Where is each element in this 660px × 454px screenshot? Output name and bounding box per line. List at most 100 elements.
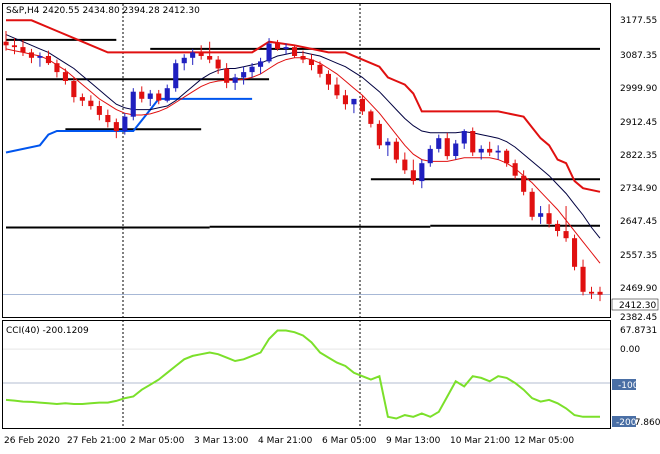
candle-body — [266, 43, 272, 62]
candle-body — [512, 163, 518, 176]
cci-level-tag: -100 — [618, 381, 639, 391]
cci-current-tag: -200 — [616, 418, 637, 428]
price-panel-frame — [2, 3, 611, 318]
candle-body — [563, 231, 569, 239]
candle-body — [54, 63, 60, 73]
candle-body — [487, 148, 493, 153]
candle-body — [62, 72, 68, 81]
candle-body — [555, 223, 561, 231]
candle-body — [419, 163, 425, 182]
candle-body — [28, 52, 34, 58]
candle-body — [334, 84, 340, 96]
price-axis: 3177.55 3087.35 2999.90 2912.45 2822.35 … — [611, 16, 659, 323]
candle-body — [427, 148, 433, 164]
candle-body — [478, 148, 484, 153]
candle-body — [181, 57, 187, 64]
candle-body — [122, 116, 128, 131]
time-label: 4 Mar 21:00 — [258, 436, 313, 446]
price-label: 3087.35 — [620, 51, 657, 61]
candle-body — [249, 66, 255, 73]
candle-body — [37, 56, 43, 58]
cci-level-tag-box — [612, 379, 636, 390]
price-label: 2999.90 — [620, 84, 657, 94]
current-price-tag: 2412.30 — [619, 301, 656, 311]
candle-body — [597, 291, 603, 295]
candle-body — [546, 213, 552, 224]
time-axis: 26 Feb 2020 27 Feb 21:00 2 Mar 05:00 3 M… — [4, 436, 574, 446]
candle-body — [71, 81, 77, 98]
price-label: 3177.55 — [620, 16, 657, 26]
candle-body — [88, 100, 94, 107]
resistance-trail-line — [6, 19, 601, 193]
candle-body — [283, 47, 289, 49]
candle-body — [139, 91, 145, 99]
candle-body — [292, 47, 298, 56]
time-label: 6 Mar 05:00 — [322, 436, 377, 446]
candle-body — [156, 93, 162, 101]
candle-body — [402, 159, 408, 171]
price-label: 2382.45 — [620, 313, 657, 323]
candle-body — [410, 170, 416, 181]
candle-body — [173, 63, 179, 89]
time-label: 3 Mar 13:00 — [194, 436, 249, 446]
price-label: 2734.90 — [620, 184, 657, 194]
candle-body — [79, 97, 85, 101]
candle-body — [232, 77, 238, 83]
price-label: 2822.35 — [620, 151, 657, 161]
cci-indicator — [3, 329, 610, 420]
price-label: 2469.90 — [620, 284, 657, 294]
support-trail-line — [5, 97, 253, 154]
candle-body — [385, 141, 391, 146]
candle-body — [342, 95, 348, 105]
price-label: 2647.45 — [620, 217, 657, 227]
candle-body — [130, 91, 136, 117]
candle-body — [147, 93, 153, 99]
cci-axis-label: 67.8731 — [620, 326, 657, 336]
candle-body — [20, 47, 26, 53]
time-label: 26 Feb 2020 — [4, 436, 60, 446]
candle-body — [359, 98, 365, 112]
candle-body — [3, 41, 9, 46]
candle-body — [504, 150, 510, 164]
candle-body — [224, 68, 230, 83]
candle-body — [190, 52, 196, 58]
candle-body — [470, 131, 476, 153]
cci-line — [5, 329, 600, 420]
candle-body — [317, 64, 323, 74]
cci-info: CCI(40) -200.1209 — [6, 326, 89, 336]
time-label: 10 Mar 21:00 — [450, 436, 510, 446]
cci-axis-label: -217.8605 — [620, 418, 660, 428]
candle-body — [580, 266, 586, 292]
candle-body — [436, 138, 442, 149]
candle-body — [572, 238, 578, 267]
candle-body — [300, 56, 306, 60]
cci-axis: 67.8731 0.00 -100 -217.8605 -200 — [612, 326, 660, 428]
candle-body — [589, 291, 595, 294]
price-label: 2912.45 — [620, 118, 657, 128]
candle-body — [11, 45, 17, 48]
candle-body — [444, 138, 450, 157]
candle-body — [521, 175, 527, 192]
candle-body — [215, 59, 221, 69]
candle-body — [393, 141, 399, 160]
candle-body — [453, 143, 459, 156]
candle-body — [113, 122, 119, 131]
price-label: 2557.35 — [620, 251, 657, 261]
candle-body — [96, 106, 102, 115]
candle-body — [368, 111, 374, 124]
time-label: 12 Mar 05:00 — [514, 436, 574, 446]
candle-body — [308, 59, 314, 65]
candle-body — [461, 131, 467, 144]
candle-body — [275, 43, 281, 49]
candles — [3, 31, 603, 302]
time-grid — [122, 4, 361, 428]
candle-body — [351, 98, 357, 105]
candle-body — [105, 115, 111, 123]
candle-body — [241, 72, 247, 78]
time-label: 9 Mar 13:00 — [386, 436, 441, 446]
time-label: 2 Mar 05:00 — [130, 436, 185, 446]
cci-current-tag-box — [612, 416, 636, 427]
current-price-tag-box — [611, 298, 659, 311]
